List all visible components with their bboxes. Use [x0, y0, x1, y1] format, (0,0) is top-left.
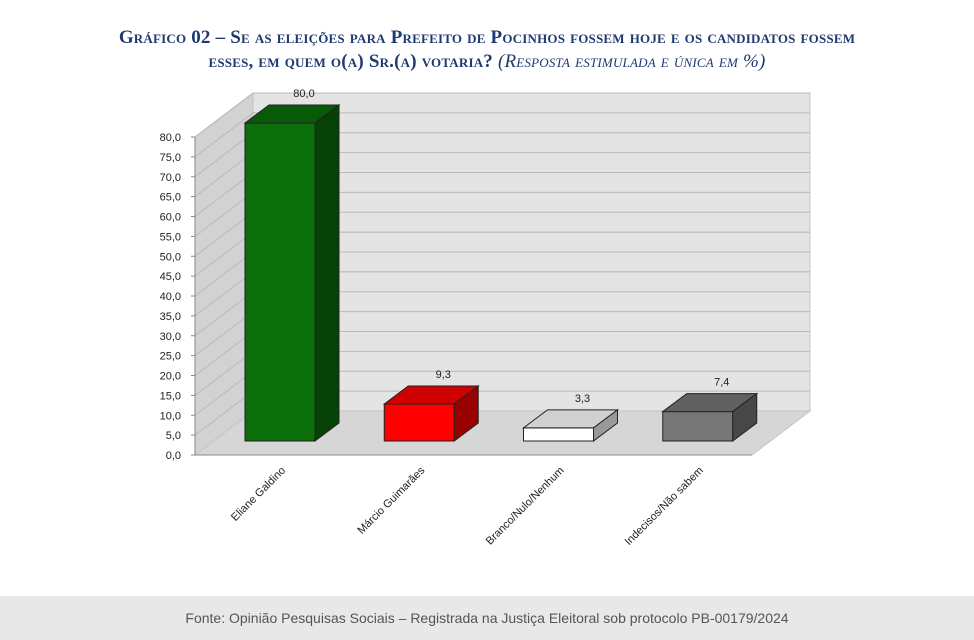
gridline-side [194, 271, 254, 317]
y-tick-label: 80,0 [160, 132, 181, 144]
title-line-2: esses, em quem o(a) Sr.(a) votaria? (Res… [0, 50, 974, 74]
y-tick-label: 0,0 [166, 450, 181, 462]
title-note: (Resposta estimulada e única em %) [497, 51, 766, 72]
bar-value-label: 9,3 [436, 369, 451, 381]
title-question: esses, em quem o(a) Sr.(a) votaria? [208, 51, 493, 72]
category-label: Branco/Nulo/Nenhum [484, 465, 567, 548]
gridline-side [194, 370, 254, 416]
bar-front [383, 403, 455, 442]
gridline-side [194, 112, 254, 158]
y-tick-label: 40,0 [160, 291, 181, 303]
bar-chart: 0,0 5,0 10,0 15,0 20,0 25,0 30,0 35,0 40,0 45,0 50… [160, 88, 812, 548]
y-tick-label: 55,0 [160, 231, 181, 243]
y-tick-label: 35,0 [160, 311, 181, 323]
y-tick-label: 60,0 [160, 212, 181, 224]
category-label: Eliane Galdino [229, 465, 288, 524]
gridline-side [194, 350, 254, 396]
gridline-side [194, 191, 254, 237]
y-tick-label: 10,0 [160, 410, 181, 422]
bar-side [732, 392, 758, 442]
y-tick-label: 45,0 [160, 271, 181, 283]
y-tick-label: 75,0 [160, 152, 181, 164]
bar-front [662, 411, 734, 442]
bar-side [453, 385, 479, 442]
bar-side [593, 408, 618, 442]
chart-title: Gráfico 02 – Se as eleições para Prefeit… [0, 26, 974, 74]
gridline-side [194, 251, 254, 297]
y-tick-label: 15,0 [160, 390, 181, 402]
gridline-side [194, 331, 254, 376]
bar-front [244, 122, 316, 442]
gridline-side [194, 132, 254, 178]
category-label: Indecisos/Não sabem [623, 465, 706, 548]
bar-value-label: 3,3 [575, 393, 590, 405]
bar-value-label: 80,0 [293, 88, 314, 100]
y-tick-label: 65,0 [160, 192, 181, 204]
gridline-side [194, 291, 254, 337]
title-line-1: Gráfico 02 – Se as eleições para Prefeit… [118, 27, 856, 48]
gridline-side [194, 152, 254, 198]
bar-side [314, 104, 340, 442]
category-label: Márcio Guimarães [355, 464, 427, 536]
y-tick-label: 70,0 [160, 172, 181, 184]
source-footer: Fonte: Opinião Pesquisas Sociais – Regis… [0, 596, 974, 640]
gridline-side [194, 92, 254, 138]
gridline-side [194, 311, 254, 357]
y-tick-label: 20,0 [160, 371, 181, 383]
gridline-side [194, 390, 254, 436]
bar-value-label: 7,4 [714, 377, 729, 389]
y-tick-label: 25,0 [160, 351, 181, 363]
y-tick-label: 30,0 [160, 331, 181, 343]
y-tick-label: 5,0 [166, 430, 181, 442]
gridline-side [194, 211, 254, 257]
gridline-side [194, 231, 254, 277]
gridline-side [194, 172, 254, 217]
y-tick-label: 50,0 [160, 251, 181, 263]
bar-front [523, 427, 594, 442]
